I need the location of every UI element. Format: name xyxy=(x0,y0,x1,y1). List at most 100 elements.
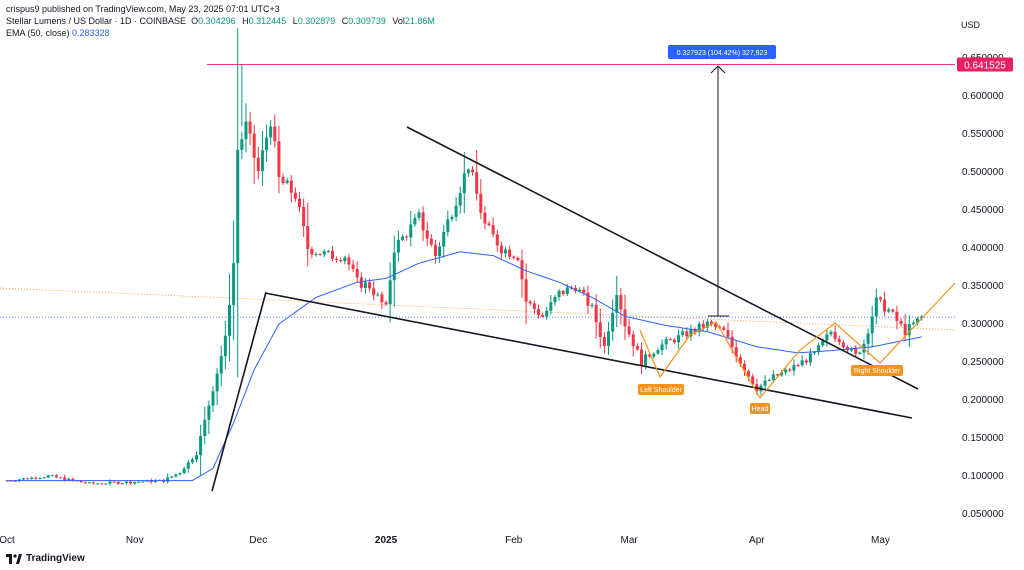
candle-body xyxy=(215,373,219,392)
close-value: 0.309739 xyxy=(348,16,386,26)
pole-line[interactable] xyxy=(211,291,267,492)
candle-body xyxy=(870,316,874,334)
candle-body xyxy=(656,350,660,354)
candle-body xyxy=(516,257,520,261)
candle-body xyxy=(34,477,38,479)
candle-body xyxy=(413,217,417,225)
candle-body xyxy=(598,322,602,338)
right-shoulder-label-box[interactable] xyxy=(851,365,903,376)
candle-body xyxy=(79,480,83,483)
candle-body xyxy=(487,223,491,226)
chart-header: crispus9 published on TradingView.com, M… xyxy=(6,3,439,39)
candle-body xyxy=(858,352,862,354)
candle-body xyxy=(668,339,672,341)
candle-body xyxy=(277,141,281,177)
candle-body xyxy=(285,180,289,183)
candle-body xyxy=(46,475,50,478)
symbol-line: Stellar Lumens / US Dollar · 1D · COINBA… xyxy=(6,15,439,27)
head-label-box[interactable] xyxy=(750,403,770,414)
currency-label[interactable]: USD xyxy=(960,20,980,30)
candle-body xyxy=(895,311,899,321)
y-axis[interactable]: 0.6500000.6000000.5500000.5000000.450000… xyxy=(957,53,1013,520)
high-label: H xyxy=(242,16,249,26)
candle-body xyxy=(211,391,215,406)
measure-label-box[interactable] xyxy=(668,45,776,59)
candle-body xyxy=(13,480,17,482)
candle-body xyxy=(265,137,269,151)
candle-body xyxy=(446,219,450,232)
target-price-tag-text: 0.641525 xyxy=(964,60,1006,71)
candle-body xyxy=(784,369,788,373)
left-shoulder-label-box[interactable] xyxy=(638,384,684,395)
candle-body xyxy=(479,193,483,213)
candle-body xyxy=(409,224,413,238)
x-axis[interactable]: Oct Nov Dec 2025 Feb Mar Apr May xyxy=(0,535,890,546)
candle-body xyxy=(771,374,775,381)
candle-body xyxy=(549,302,553,311)
candle-body xyxy=(623,309,627,327)
target-price-tag[interactable] xyxy=(957,57,1013,72)
measure-label-text: 0.327923 (104.42%) 327,923 xyxy=(677,50,768,57)
candle-body xyxy=(780,372,784,376)
candle-body xyxy=(532,303,536,310)
candle-body xyxy=(693,328,697,332)
candle-body xyxy=(38,478,42,480)
candle-body xyxy=(50,475,54,477)
candle-body xyxy=(298,198,302,207)
candle-body xyxy=(67,478,71,481)
candle-body xyxy=(141,481,145,483)
candle-body xyxy=(800,360,804,366)
candle-body xyxy=(594,304,598,323)
candle-body xyxy=(536,309,540,315)
candle-body xyxy=(59,477,63,479)
candle-body xyxy=(483,212,487,224)
candle-body xyxy=(153,480,157,483)
candle-body xyxy=(236,149,240,264)
candle-body xyxy=(260,150,264,172)
candle-body xyxy=(244,121,248,140)
candle-body xyxy=(347,257,351,265)
candle-body xyxy=(405,236,409,238)
candle-body xyxy=(372,288,376,296)
y-tick-label: 0.100000 xyxy=(962,471,1004,482)
wedge-upper-line[interactable] xyxy=(406,126,919,390)
candle-body xyxy=(318,254,322,256)
tradingview-footer[interactable]: TradingView xyxy=(6,553,85,564)
candle-body xyxy=(878,297,882,300)
candle-body xyxy=(672,339,676,343)
candle-body xyxy=(792,365,796,371)
candle-body xyxy=(590,304,594,306)
candle-body xyxy=(627,326,631,335)
ema-line[interactable]: EMA (50, close) 0.283328 xyxy=(6,27,439,39)
head-shoulders-zigzag[interactable] xyxy=(639,282,956,400)
x-tick-label: Nov xyxy=(126,535,144,546)
candle-body xyxy=(466,169,470,174)
volume-value: 21.86M xyxy=(404,16,435,26)
candle-body xyxy=(701,323,705,328)
y-tick-label: 0.350000 xyxy=(962,281,1004,292)
x-tick-label: Feb xyxy=(505,535,523,546)
wedge-lower-line[interactable] xyxy=(264,292,913,419)
candle-body xyxy=(788,369,792,371)
candle-body xyxy=(330,250,334,259)
candle-body xyxy=(104,483,108,485)
drawings[interactable]: 0.327923 (104.42%) 327,923 Left Shoulder H… xyxy=(211,45,956,492)
measure-arrow-head[interactable] xyxy=(710,65,726,74)
candle-body xyxy=(256,157,260,172)
candle-body xyxy=(738,357,742,364)
candle-body xyxy=(763,380,767,386)
candle-body xyxy=(368,282,372,289)
candle-body xyxy=(30,477,34,480)
symbol-name[interactable]: Stellar Lumens / US Dollar · 1D · COINBA… xyxy=(6,16,187,26)
y-tick-label: 0.150000 xyxy=(962,433,1004,444)
candle-body xyxy=(195,455,199,460)
candle-body xyxy=(401,236,405,240)
published-line: crispus9 published on TradingView.com, M… xyxy=(6,4,280,14)
close-label: C xyxy=(341,16,349,26)
candle-body xyxy=(520,260,524,280)
candle-body xyxy=(203,419,207,436)
candle-body xyxy=(137,481,141,483)
candle-body xyxy=(775,374,779,376)
y-tick-label: 0.050000 xyxy=(962,509,1004,520)
